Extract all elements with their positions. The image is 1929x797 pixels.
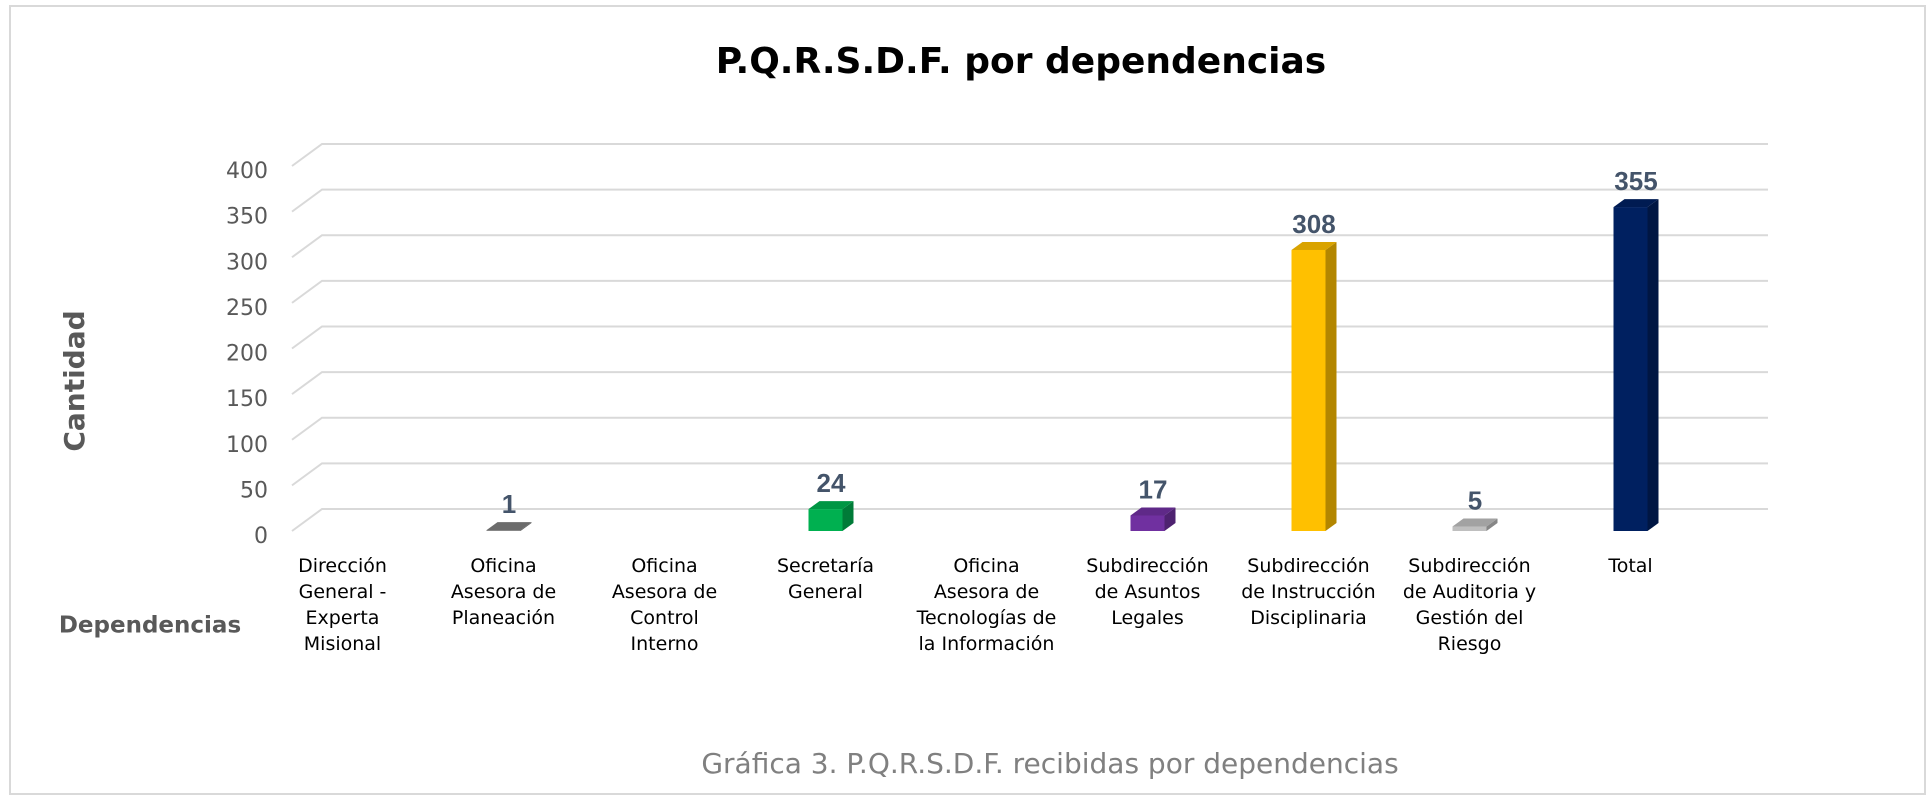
grid-line xyxy=(291,234,1768,259)
y-tick-label: 50 xyxy=(240,478,268,503)
grid-line xyxy=(291,143,1768,167)
bar xyxy=(1452,526,1487,531)
x-tick-label: Subdirección de Asuntos Legales xyxy=(1086,555,1208,629)
grid-line xyxy=(291,462,1768,487)
value-label: 355 xyxy=(1614,166,1657,196)
grid-line xyxy=(291,325,1768,350)
x-tick-label: Dirección General -Experta Misional xyxy=(298,555,387,655)
x-tick-label: Oficina Asesora de Control Interno xyxy=(612,555,717,655)
x-tick-label: Total xyxy=(1607,555,1652,577)
bar-side xyxy=(1647,199,1659,531)
x-axis-label: Dependencias xyxy=(59,613,241,639)
y-tick-label: 300 xyxy=(226,250,268,275)
value-label: 1 xyxy=(502,489,516,519)
bar-top xyxy=(486,522,532,531)
x-tick-label: Subdirección de Instrucción Disciplinaria xyxy=(1241,555,1375,629)
chart-title: P.Q.R.S.D.F. por dependencias xyxy=(716,41,1326,82)
bar-side xyxy=(1325,241,1337,531)
bar-top xyxy=(1452,518,1498,527)
x-tick-label: Subdirección de Auditoria y Gestión del Rie… xyxy=(1403,555,1536,655)
y-tick-label: 150 xyxy=(226,387,268,412)
bar-top xyxy=(1130,507,1176,516)
value-label: 17 xyxy=(1139,474,1168,504)
y-axis-label: Cantidad xyxy=(58,310,91,451)
bar-top xyxy=(1291,241,1337,250)
bar-side xyxy=(1486,518,1498,531)
grid-line xyxy=(291,188,1768,213)
y-tick-label: 100 xyxy=(226,433,268,458)
caption: Gráfica 3. P.Q.R.S.D.F. recibidas por de… xyxy=(701,747,1398,780)
bar-side xyxy=(1164,507,1176,531)
chart-frame xyxy=(9,5,1926,795)
bar xyxy=(1130,515,1165,531)
value-label: 5 xyxy=(1468,485,1482,515)
value-label: 308 xyxy=(1292,209,1335,239)
value-label: 24 xyxy=(817,468,846,498)
bar xyxy=(1613,207,1648,531)
bar xyxy=(486,530,521,531)
x-tick-label: Oficina Asesora de Planeación xyxy=(451,555,556,629)
y-tick-label: 400 xyxy=(226,159,268,184)
y-tick-label: 200 xyxy=(226,342,268,367)
grid-line xyxy=(291,371,1768,395)
bar-side xyxy=(520,522,532,531)
bar xyxy=(808,509,843,531)
x-tick-label: Oficina Asesora de Tecnologías de la Inform… xyxy=(916,555,1057,655)
bar-top xyxy=(1613,199,1659,208)
bar-top xyxy=(808,501,854,510)
bar xyxy=(1291,249,1326,531)
grid-line xyxy=(291,508,1768,532)
grid-line xyxy=(291,279,1768,304)
y-tick-label: 350 xyxy=(226,205,268,230)
grid-line xyxy=(291,416,1768,441)
x-tick-label: Secretaría General xyxy=(777,555,874,603)
y-tick-label: 0 xyxy=(254,524,268,549)
y-tick-label: 250 xyxy=(226,296,268,321)
bar-side xyxy=(842,501,854,531)
